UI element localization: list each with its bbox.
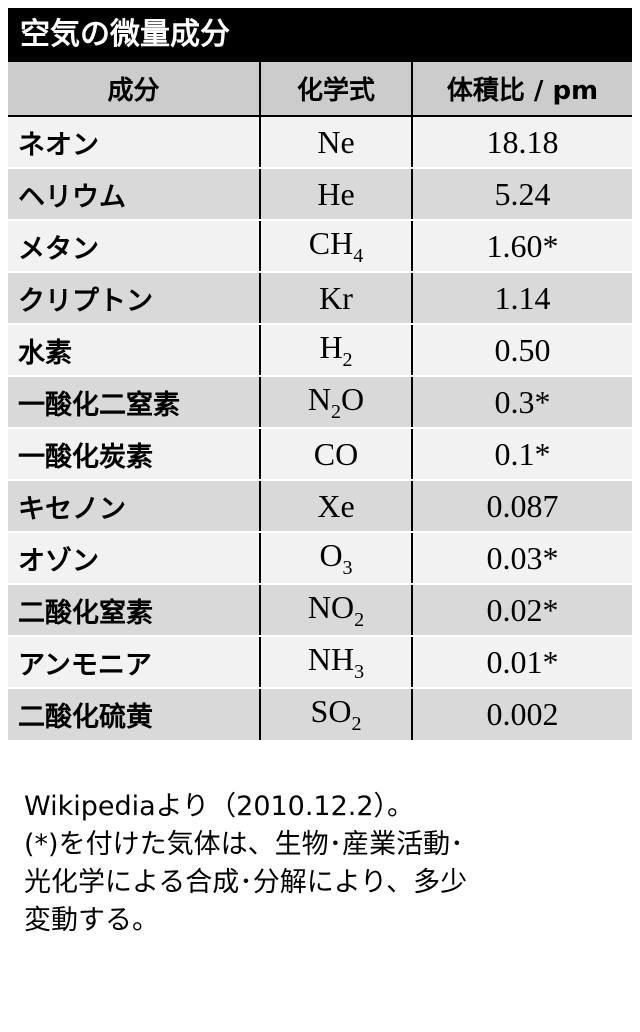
trace-components-table: 成分 化学式 体積比 / pm ネオン Ne 18.18 ヘリウム He 5.24 メタン C… — [8, 62, 632, 740]
footnote-line: 光化学による合成･分解により、多少 — [24, 867, 468, 898]
formula-subscript: 3 — [342, 556, 353, 579]
formula-text: Kr — [319, 279, 353, 316]
volume-ratio-value: 0.03* — [412, 532, 632, 585]
formula-text: Ne — [317, 123, 355, 160]
component-name: 二酸化窒素 — [8, 584, 261, 637]
component-name: メタン — [8, 220, 261, 273]
formula-text: N — [307, 380, 331, 417]
chemical-formula: Kr — [260, 272, 413, 325]
table-row: オゾン O3 0.03* — [8, 532, 632, 585]
chemical-formula: CO — [260, 428, 413, 481]
chemical-formula: He — [260, 168, 413, 221]
formula-subscript: 3 — [354, 660, 365, 683]
table-row: ヘリウム He 5.24 — [8, 168, 632, 221]
table-row: アンモニア NH3 0.01* — [8, 636, 632, 689]
formula-text: CH — [308, 224, 354, 261]
chemical-formula: N2O — [260, 376, 413, 429]
volume-ratio-value: 0.02* — [412, 584, 632, 637]
table-row: 二酸化硫黄 SO2 0.002 — [8, 688, 632, 740]
chemical-formula: SO2 — [260, 688, 413, 740]
component-name: 水素 — [8, 324, 261, 377]
formula-text: SO — [310, 693, 352, 729]
chemical-formula: NO2 — [260, 584, 413, 637]
volume-ratio-value: 18.18 — [412, 116, 632, 169]
table-row: 一酸化炭素 CO 0.1* — [8, 428, 632, 481]
component-name: 一酸化炭素 — [8, 428, 261, 481]
component-name: キセノン — [8, 480, 261, 533]
formula-text: NO — [307, 588, 355, 625]
formula-subscript: 2 — [351, 713, 362, 735]
formula-subscript: 2 — [342, 348, 353, 371]
volume-ratio-value: 0.01* — [412, 636, 632, 689]
chemical-formula: O3 — [260, 532, 413, 585]
table-row: 水素 H2 0.50 — [8, 324, 632, 377]
volume-ratio-value: 0.1* — [412, 428, 632, 481]
source-note: Wikipediaより（2010.12.2）。 — [24, 791, 415, 822]
table-body: ネオン Ne 18.18 ヘリウム He 5.24 メタン CH4 1.60* クリプトン Kr 1.… — [8, 116, 632, 740]
volume-ratio-value: 1.60* — [412, 220, 632, 273]
chemical-formula: H2 — [260, 324, 413, 377]
table-header-row: 成分 化学式 体積比 / pm — [8, 62, 632, 117]
component-name: ヘリウム — [8, 168, 261, 221]
formula-text: H — [319, 328, 343, 365]
component-name: アンモニア — [8, 636, 261, 689]
formula-text: Xe — [317, 487, 355, 524]
component-name: 一酸化二窒素 — [8, 376, 261, 429]
component-name: ネオン — [8, 116, 261, 169]
volume-ratio-value: 0.087 — [412, 480, 632, 533]
header-formula: 化学式 — [260, 62, 413, 117]
formula-text: CO — [313, 435, 359, 472]
volume-ratio-value: 5.24 — [412, 168, 632, 221]
page-title: 空気の微量成分 — [8, 8, 632, 62]
header-volume-ratio: 体積比 / pm — [412, 62, 632, 117]
formula-subscript: 2 — [331, 400, 341, 423]
formula-subscript: 4 — [353, 244, 364, 267]
table-row: ネオン Ne 18.18 — [8, 116, 632, 169]
formula-text: O — [319, 536, 343, 573]
chemical-formula: NH3 — [260, 636, 413, 689]
chemical-formula: CH4 — [260, 220, 413, 273]
table-row: キセノン Xe 0.087 — [8, 480, 632, 533]
table-row: クリプトン Kr 1.14 — [8, 272, 632, 325]
formula-text: NH — [307, 640, 355, 677]
formula-text: O — [341, 380, 365, 417]
volume-ratio-value: 0.3* — [412, 376, 632, 429]
header-component: 成分 — [8, 62, 261, 117]
component-name: 二酸化硫黄 — [8, 688, 261, 740]
formula-text: He — [317, 175, 355, 212]
chemical-formula: Ne — [260, 116, 413, 169]
notes: Wikipediaより（2010.12.2）。 (*)を付けた気体は、生物･産業… — [24, 788, 624, 940]
table-row: 一酸化二窒素 N2O 0.3* — [8, 376, 632, 429]
volume-ratio-value: 0.002 — [412, 688, 632, 740]
formula-subscript: 2 — [354, 608, 365, 631]
footnote-line: 変動する。 — [24, 905, 159, 936]
chemical-formula: Xe — [260, 480, 413, 533]
table-row: メタン CH4 1.60* — [8, 220, 632, 273]
component-name: クリプトン — [8, 272, 261, 325]
footnote-line: (*)を付けた気体は、生物･産業活動･ — [24, 829, 464, 860]
volume-ratio-value: 0.50 — [412, 324, 632, 377]
volume-ratio-value: 1.14 — [412, 272, 632, 325]
table-row: 二酸化窒素 NO2 0.02* — [8, 584, 632, 637]
component-name: オゾン — [8, 532, 261, 585]
